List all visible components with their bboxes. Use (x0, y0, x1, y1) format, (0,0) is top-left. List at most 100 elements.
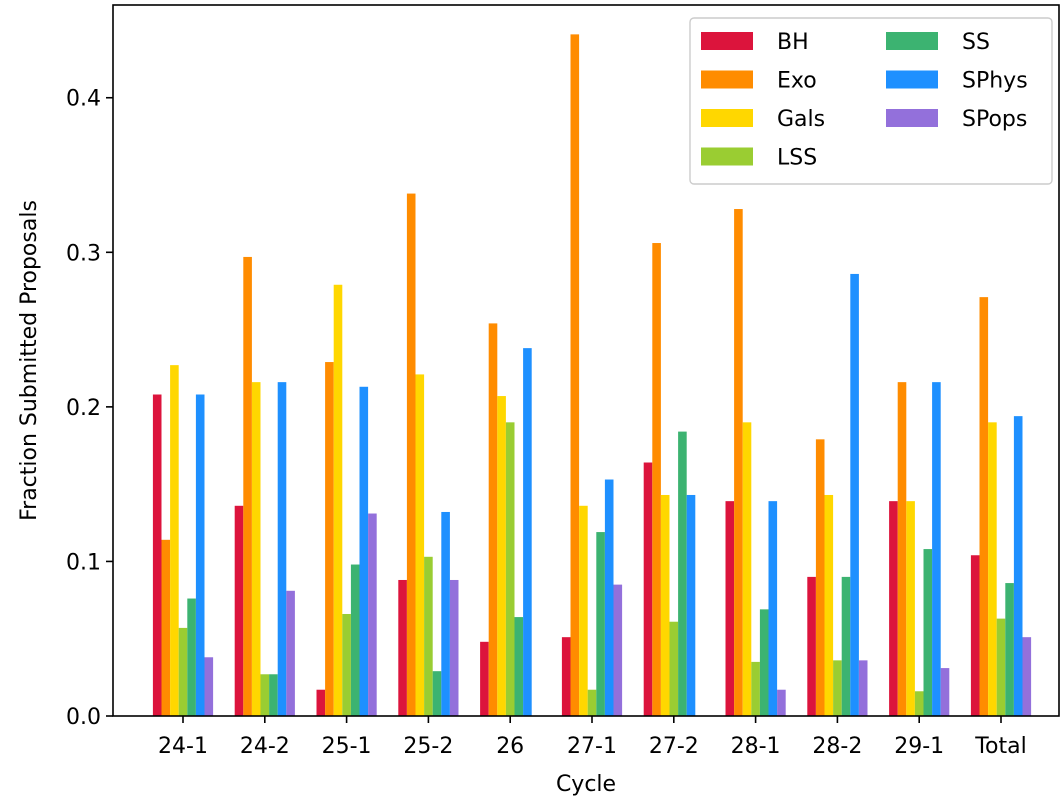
bar-exo-25-2 (406, 193, 416, 716)
bar-gals-27-1 (579, 505, 588, 716)
bar-bh-25-2 (398, 579, 407, 716)
bar-spops-Total (1022, 637, 1032, 716)
bar-bh-24-1 (152, 394, 162, 716)
x-tick-label: 24-1 (158, 734, 208, 759)
bar-lss-24-1 (178, 627, 188, 716)
bar-exo-Total (979, 297, 989, 716)
bar-bh-26 (480, 641, 489, 716)
x-tick-label: 28-1 (731, 734, 781, 759)
bar-spops-27-1 (613, 584, 623, 716)
bar-gals-26 (497, 396, 506, 716)
x-tick-label: 27-2 (649, 734, 699, 759)
bar-sphys-29-1 (932, 382, 941, 716)
x-tick-label: 27-1 (567, 734, 617, 759)
bar-lss-28-2 (833, 660, 842, 716)
legend-swatch-bh (701, 32, 753, 50)
bar-spops-25-1 (368, 513, 377, 716)
bar-sphys-24-2 (277, 382, 287, 716)
bar-bh-Total (970, 555, 980, 716)
bar-sphys-25-2 (441, 511, 450, 716)
bar-ss-28-2 (841, 576, 851, 716)
x-tick-label: 28-2 (812, 734, 862, 759)
legend-swatch-sphys (886, 70, 938, 89)
legend-label-ss: SS (962, 30, 990, 55)
legend-swatch-spops (886, 109, 938, 127)
axes-layer: 0.0 0.1 0.2 0.3 0.4 24-1 24-2 25-1 25-2 26 27-1 27-… (66, 4, 1060, 759)
bar-exo-29-1 (897, 382, 907, 716)
legend-swatch-gals (701, 109, 753, 127)
bar-ss-25-1 (350, 564, 360, 716)
legend-label-bh: BH (777, 30, 809, 55)
bar-sphys-28-1 (768, 501, 778, 716)
bar-exo-27-1 (570, 34, 580, 717)
bar-lss-26 (505, 422, 515, 716)
bar-gals-24-2 (251, 382, 261, 716)
bar-lss-25-1 (342, 613, 351, 716)
bar-spops-24-1 (204, 657, 214, 716)
legend: BH Exo Gals LSS SS SPhys SPops (689, 17, 1053, 185)
legend-swatch-exo (701, 70, 753, 89)
bar-bh-29-1 (889, 501, 898, 716)
bar-exo-25-1 (325, 362, 334, 716)
y-axis-title: Fraction Submitted Proposals (17, 200, 42, 521)
bar-sphys-27-1 (604, 479, 614, 716)
bar-ss-24-1 (187, 598, 196, 716)
legend-label-gals: Gals (777, 107, 825, 132)
bar-gals-29-1 (906, 501, 915, 716)
bars-layer (152, 34, 1032, 717)
bar-bh-28-1 (725, 501, 735, 716)
legend-swatch-ss (886, 32, 938, 50)
bar-ss-26 (514, 617, 524, 716)
bar-ss-28-1 (759, 609, 769, 716)
bar-ss-29-1 (923, 549, 933, 716)
bar-lss-25-2 (424, 556, 433, 716)
bar-spops-29-1 (940, 668, 950, 716)
bar-ss-Total (1005, 583, 1014, 716)
bar-gals-27-2 (660, 494, 670, 716)
bar-bh-27-2 (643, 462, 653, 716)
bar-sphys-27-2 (686, 494, 696, 716)
bar-sphys-24-1 (195, 394, 205, 716)
bar-ss-27-1 (596, 532, 605, 716)
y-tick-label: 0.1 (66, 550, 101, 575)
bar-lss-28-1 (751, 661, 760, 716)
bar-lss-24-2 (260, 674, 270, 716)
bar-bh-27-1 (561, 637, 571, 716)
legend-label-sphys: SPhys (962, 69, 1028, 94)
bar-spops-28-1 (777, 689, 786, 716)
bar-gals-28-2 (824, 494, 834, 716)
bar-sphys-26 (523, 348, 532, 716)
bar-exo-26 (488, 323, 498, 716)
bar-gals-25-1 (333, 284, 343, 716)
x-tick-label: 25-1 (322, 734, 372, 759)
x-tick-label: 24-2 (240, 734, 290, 759)
x-tick-label: Total (974, 734, 1026, 759)
x-tick-label: 25-2 (403, 734, 453, 759)
bar-lss-Total (996, 618, 1006, 716)
y-tick-label: 0.4 (66, 87, 101, 112)
x-tick-label: 29-1 (894, 734, 944, 759)
bar-gals-Total (988, 422, 997, 716)
bar-lss-27-2 (669, 621, 679, 716)
bar-sphys-Total (1013, 416, 1023, 716)
bar-spops-25-2 (449, 579, 459, 716)
bar-ss-24-2 (269, 674, 278, 716)
bar-ss-25-2 (432, 671, 442, 716)
bar-sphys-25-1 (359, 386, 369, 716)
x-axis-title: Cycle (556, 772, 616, 797)
plot-frame (112, 4, 1060, 717)
bar-exo-24-1 (161, 539, 171, 716)
legend-box (689, 17, 1053, 185)
bar-bh-28-2 (807, 576, 816, 716)
bar-bh-24-2 (234, 505, 244, 716)
bar-lss-27-1 (587, 689, 597, 716)
bar-bh-25-1 (316, 689, 326, 716)
bar-gals-28-1 (742, 422, 752, 716)
bar-gals-25-2 (415, 374, 425, 716)
bar-spops-28-2 (858, 660, 868, 716)
legend-swatch-lss (701, 147, 753, 166)
legend-label-lss: LSS (777, 146, 817, 171)
legend-label-spops: SPops (962, 107, 1027, 132)
